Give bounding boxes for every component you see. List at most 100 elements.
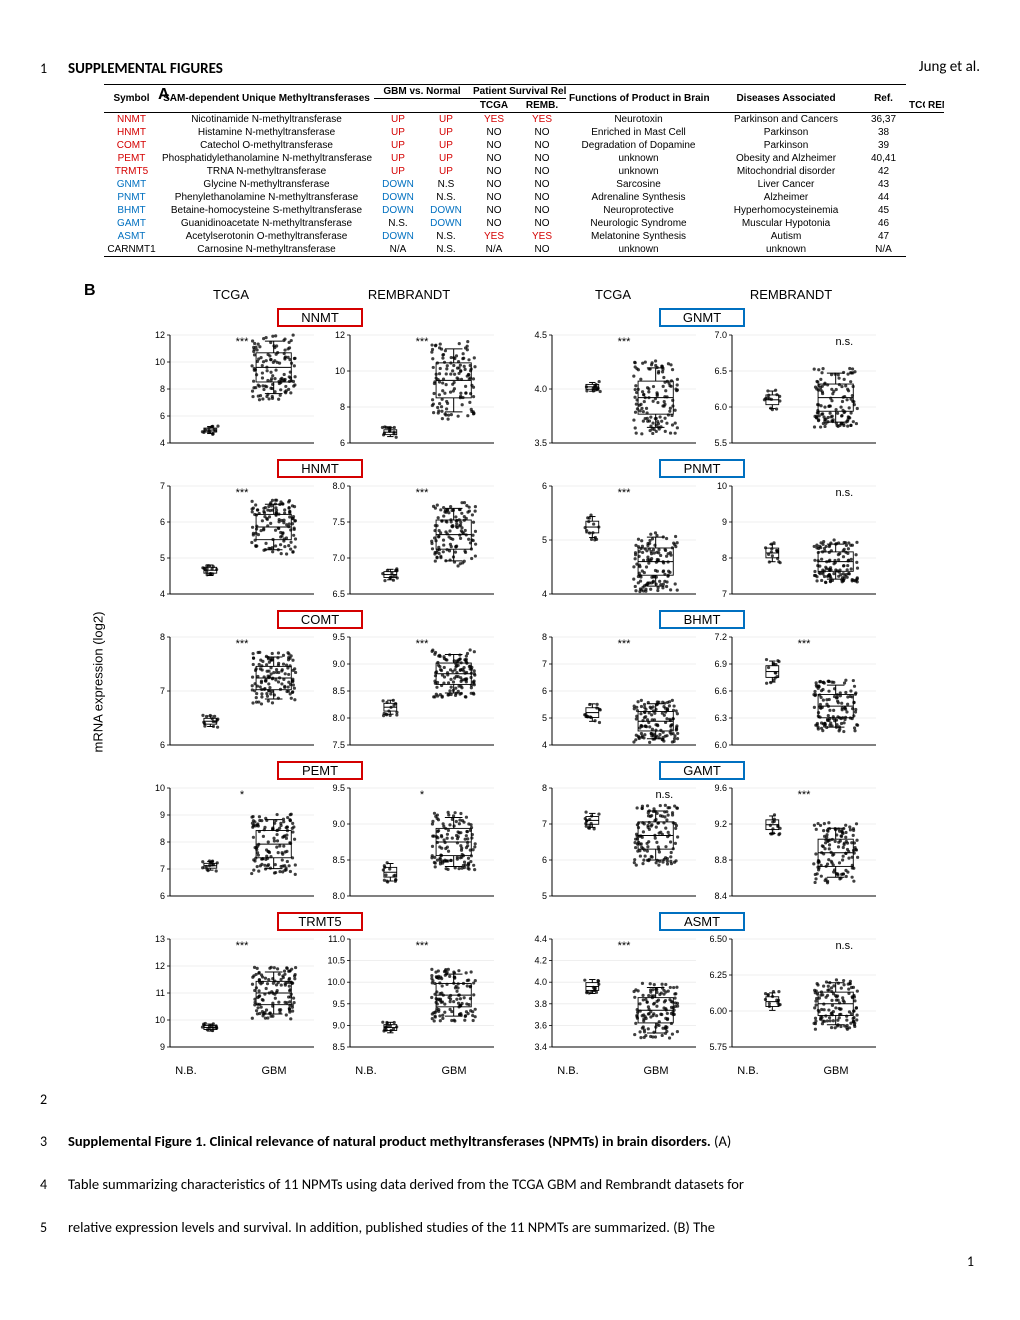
table-cell: YES (470, 230, 518, 243)
svg-text:***: *** (618, 638, 632, 650)
table-cell: NO (518, 191, 566, 204)
svg-text:4: 4 (160, 438, 165, 448)
table-cell: DOWN (422, 204, 470, 217)
table-cell: Hyperhomocysteinemia (711, 204, 861, 217)
table-cell: unknown (566, 165, 711, 178)
figure-container: A SymbolSAM-dependent Unique Methyltrans… (68, 84, 980, 1077)
table-cell: NO (518, 243, 566, 257)
line-number: 5 (40, 1219, 68, 1236)
svg-text:6.00: 6.00 (709, 1006, 727, 1016)
table-cell: PEMT (104, 152, 159, 165)
svg-text:3.8: 3.8 (534, 999, 547, 1009)
gene-label: HNMT (277, 459, 363, 478)
table-row: GAMTGuanidinoacetate N-methyltransferase… (104, 217, 944, 230)
svg-text:6.3: 6.3 (714, 713, 727, 723)
running-header: Jung et al. (919, 58, 980, 76)
svg-text:3.6: 3.6 (534, 1020, 547, 1030)
table-cell: NO (470, 126, 518, 139)
boxplot: 3.43.63.84.04.24.4*** (524, 933, 700, 1053)
svg-text:8: 8 (542, 783, 547, 793)
section-title: SUPPLEMENTAL FIGURES (68, 60, 223, 78)
svg-text:6.5: 6.5 (332, 589, 345, 599)
svg-text:***: *** (236, 487, 250, 499)
x-category: GBM (230, 1065, 318, 1077)
svg-text:6.5: 6.5 (714, 366, 727, 376)
table-cell: 47 (861, 230, 906, 243)
svg-text:12: 12 (335, 330, 345, 340)
svg-text:6: 6 (160, 740, 165, 750)
table-row: BHMTBetaine-homocysteine S-methyltransfe… (104, 204, 944, 217)
table-cell: unknown (566, 243, 711, 257)
line-number: 2 (40, 1091, 68, 1108)
boxplot: 8.08.59.09.5* (322, 782, 498, 902)
boxplot: 7.58.08.59.09.5*** (322, 631, 498, 751)
table-cell: GAMT (104, 217, 159, 230)
table-cell: Alzheimer (711, 191, 861, 204)
table-cell: Phosphatidylethanolamine N-methyltransfe… (159, 152, 374, 165)
table-cell: Parkinson (711, 126, 861, 139)
table-cell: TRNA N-methyltransferase (159, 165, 374, 178)
table-cell: N/A (861, 243, 906, 257)
panel-a-label: A (158, 86, 170, 104)
svg-text:8: 8 (160, 837, 165, 847)
y-axis-label: mRNA expression (log2) (91, 612, 106, 753)
page-number: 1 (967, 1253, 974, 1270)
table-cell: NO (518, 139, 566, 152)
svg-text:8.5: 8.5 (332, 855, 345, 865)
svg-text:8: 8 (722, 553, 727, 563)
table-cell: UP (374, 165, 422, 178)
table-cell: N.S. (422, 243, 470, 257)
svg-text:7: 7 (160, 864, 165, 874)
boxplot: 910111213*** (142, 933, 318, 1053)
svg-text:6: 6 (160, 517, 165, 527)
svg-text:9.0: 9.0 (332, 1020, 345, 1030)
svg-text:6.0: 6.0 (714, 740, 727, 750)
table-cell: DOWN (374, 204, 422, 217)
table-row: PNMTPhenylethanolamine N-methyltransfera… (104, 191, 944, 204)
table-cell: NO (470, 152, 518, 165)
svg-text:11.0: 11.0 (328, 934, 345, 944)
table-cell: Parkinson and Cancers (711, 113, 861, 127)
table-header: Patient Survival Relevance (470, 85, 566, 99)
table-cell: N/A (470, 243, 518, 257)
table-cell: UP (374, 113, 422, 127)
svg-text:8: 8 (160, 384, 165, 394)
table-cell: N.S. (422, 230, 470, 243)
svg-text:n.s.: n.s. (835, 487, 853, 499)
panel-b-label: B (84, 282, 96, 300)
table-cell: UP (422, 165, 470, 178)
db-header: TCGA (142, 287, 320, 302)
svg-text:7.5: 7.5 (332, 740, 345, 750)
boxplot: 5678n.s. (524, 782, 700, 902)
table-row: PEMTPhosphatidylethanolamine N-methyltra… (104, 152, 944, 165)
table-cell: 40,41 (861, 152, 906, 165)
table-cell: GNMT (104, 178, 159, 191)
table-cell: Sarcosine (566, 178, 711, 191)
table-cell: UP (422, 126, 470, 139)
boxplot: 8.48.89.29.6*** (704, 782, 880, 902)
svg-text:10: 10 (155, 357, 165, 367)
svg-text:***: *** (618, 487, 632, 499)
svg-text:7.0: 7.0 (714, 330, 727, 340)
table-row: NNMTNicotinamide N-methyltransferaseUPUP… (104, 113, 944, 127)
x-category: GBM (612, 1065, 700, 1077)
table-cell: N.S (422, 178, 470, 191)
svg-text:***: *** (416, 638, 430, 650)
svg-text:6.6: 6.6 (714, 686, 727, 696)
svg-text:5: 5 (542, 713, 547, 723)
table-cell: 39 (861, 139, 906, 152)
gene-label: GNMT (659, 308, 745, 327)
table-cell: 44 (861, 191, 906, 204)
caption-text: relative expression levels and survival.… (68, 1218, 980, 1237)
svg-text:9: 9 (160, 1042, 165, 1052)
caption: 2 3 Supplemental Figure 1. Clinical rele… (40, 1091, 980, 1237)
table-cell: Betaine-homocysteine S-methyltransferase (159, 204, 374, 217)
svg-text:6: 6 (542, 855, 547, 865)
svg-text:9: 9 (160, 810, 165, 820)
x-category: N.B. (524, 1065, 612, 1077)
svg-text:8.0: 8.0 (332, 481, 345, 491)
table-subheader: REMB. (925, 99, 944, 113)
svg-text:6.9: 6.9 (714, 659, 727, 669)
table-cell: 43 (861, 178, 906, 191)
svg-text:7.2: 7.2 (714, 632, 727, 642)
